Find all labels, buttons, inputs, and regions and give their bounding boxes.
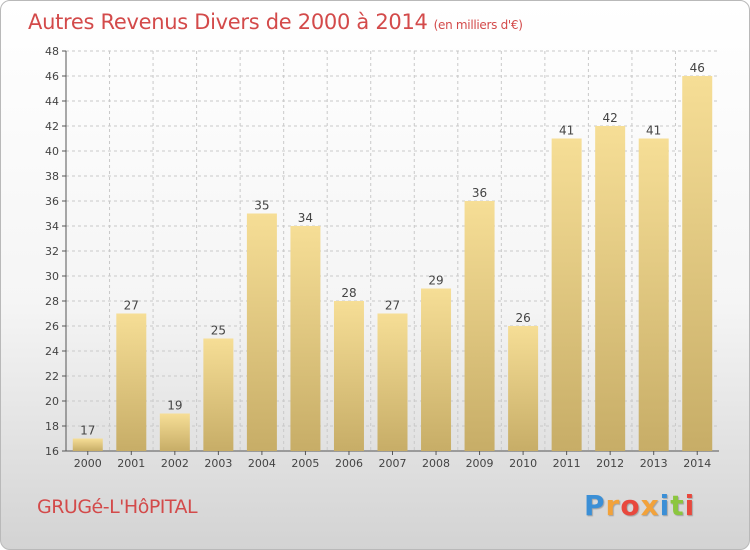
logo-letter: i [684,489,696,522]
bar [159,413,190,451]
data-label: 19 [167,399,182,413]
x-tick-label: 2004 [248,457,276,470]
x-tick-label: 2008 [422,457,450,470]
x-tick-label: 2005 [291,457,319,470]
y-tick-label: 46 [45,70,59,83]
data-label: 35 [254,199,269,213]
chart-title-text: Autres Revenus Divers de 2000 à 2014 [28,10,428,34]
y-tick-label: 26 [45,320,59,333]
chart-subtitle: (en milliers d'€) [433,18,523,32]
y-tick-label: 32 [45,245,59,258]
bar [508,326,539,451]
y-tick-label: 44 [45,95,59,108]
bar [333,301,364,451]
data-label: 27 [385,299,400,313]
data-label: 36 [472,186,487,200]
data-label: 46 [690,61,705,75]
x-tick-label: 2012 [596,457,624,470]
y-tick-label: 18 [45,420,59,433]
y-tick-label: 16 [45,445,59,458]
data-label: 41 [646,124,661,138]
logo-letter: P [584,489,606,522]
data-label: 34 [298,211,313,225]
y-tick-label: 20 [45,395,59,408]
logo-letter: t [670,489,685,522]
x-tick-label: 2000 [74,457,102,470]
bar [377,313,408,451]
y-tick-label: 28 [45,295,59,308]
y-tick-label: 24 [45,345,59,358]
data-label: 27 [124,299,139,313]
x-tick-label: 2009 [466,457,494,470]
bar [464,201,495,451]
x-tick-label: 2002 [161,457,189,470]
tick-labels: 16 18 20 22 24 26 28 30 32 34 36 38 40 42 44 46 48 2000 20… [45,45,711,470]
place-name: GRUGé-L'HôPITAL [37,496,198,518]
x-tick-label: 2003 [204,457,232,470]
bar [246,213,277,451]
data-label: 41 [559,124,574,138]
bar [638,138,669,451]
x-tick-label: 2011 [553,457,581,470]
logo-letter: i [659,489,671,522]
data-label: 28 [341,286,356,300]
y-tick-label: 40 [45,145,59,158]
data-labels: 17 27 19 25 35 34 28 27 29 36 26 41 42 41 46 [80,61,705,438]
x-tick-label: 2001 [117,457,145,470]
bar [421,288,452,451]
logo-letter: r [605,489,621,522]
bar [682,76,713,451]
y-tick-label: 36 [45,195,59,208]
y-tick-label: 30 [45,270,59,283]
data-label: 25 [211,324,226,338]
chart-title: Autres Revenus Divers de 2000 à 2014 (en … [28,10,523,34]
x-tick-label: 2006 [335,457,363,470]
data-label: 26 [515,311,530,325]
data-label: 17 [80,424,95,438]
bar [116,313,147,451]
bar [72,438,103,451]
proxiti-logo: Proxiti [584,489,695,522]
y-tick-label: 42 [45,120,59,133]
x-tick-label: 2013 [640,457,668,470]
bar [290,226,321,451]
bar [203,338,234,451]
logo-letter: o [620,489,641,522]
y-tick-label: 48 [45,45,59,58]
bar [595,126,626,451]
y-tick-label: 38 [45,170,59,183]
data-label: 29 [428,274,443,288]
x-tick-label: 2014 [683,457,711,470]
y-tick-label: 34 [45,220,59,233]
x-tick-label: 2007 [379,457,407,470]
data-label: 42 [603,111,618,125]
y-tick-label: 22 [45,370,59,383]
bars [72,76,713,451]
x-tick-label: 2010 [509,457,537,470]
bar [551,138,582,451]
logo-letter: x [640,489,660,522]
